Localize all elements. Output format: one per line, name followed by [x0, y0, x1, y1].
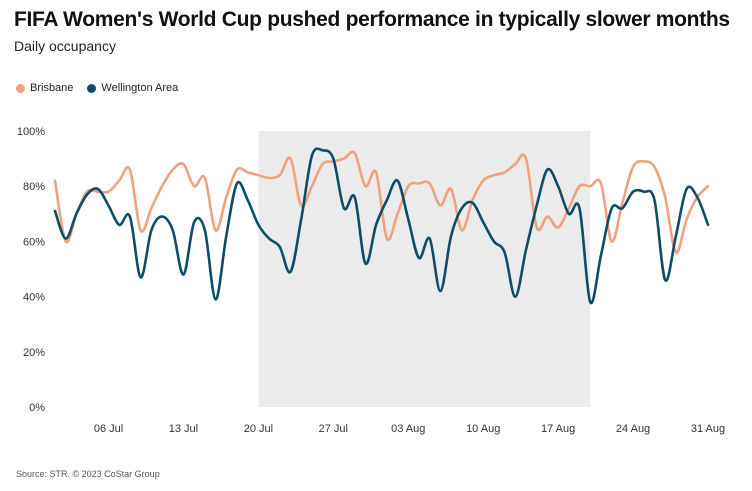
- chart-title: FIFA Women's World Cup pushed performanc…: [14, 8, 730, 31]
- source-note: Source: STR. © 2023 CoStar Group: [16, 469, 160, 479]
- legend: Brisbane Wellington Area: [16, 82, 192, 94]
- legend-label-wellington: Wellington Area: [101, 82, 179, 94]
- series-line-wellington-area: [53, 147, 710, 305]
- legend-item-brisbane[interactable]: Brisbane: [16, 82, 73, 94]
- y-tick-label: 0%: [29, 402, 45, 414]
- legend-label-brisbane: Brisbane: [30, 82, 74, 94]
- x-tick-label: 13 Jul: [169, 423, 198, 435]
- x-tick-label: 17 Aug: [541, 423, 575, 435]
- legend-swatch-brisbane: [16, 83, 25, 93]
- y-tick-label: 20%: [23, 347, 45, 359]
- x-tick-label: 20 Jul: [244, 423, 273, 435]
- x-tick-label: 27 Jul: [319, 423, 348, 435]
- x-tick-label: 06 Jul: [94, 423, 123, 435]
- y-tick-label: 60%: [23, 236, 45, 248]
- x-tick-label: 24 Aug: [616, 423, 650, 435]
- legend-item-wellington[interactable]: Wellington Area: [87, 82, 178, 94]
- chart-subtitle: Daily occupancy: [14, 38, 116, 54]
- y-tick-label: 80%: [23, 181, 45, 193]
- x-tick-label: 10 Aug: [466, 423, 500, 435]
- legend-swatch-wellington: [87, 83, 97, 93]
- y-tick-label: 100%: [17, 126, 45, 138]
- y-tick-label: 40%: [23, 292, 45, 304]
- x-tick-label: 31 Aug: [691, 423, 725, 435]
- highlight-band: [258, 131, 591, 407]
- x-tick-label: 03 Aug: [391, 423, 425, 435]
